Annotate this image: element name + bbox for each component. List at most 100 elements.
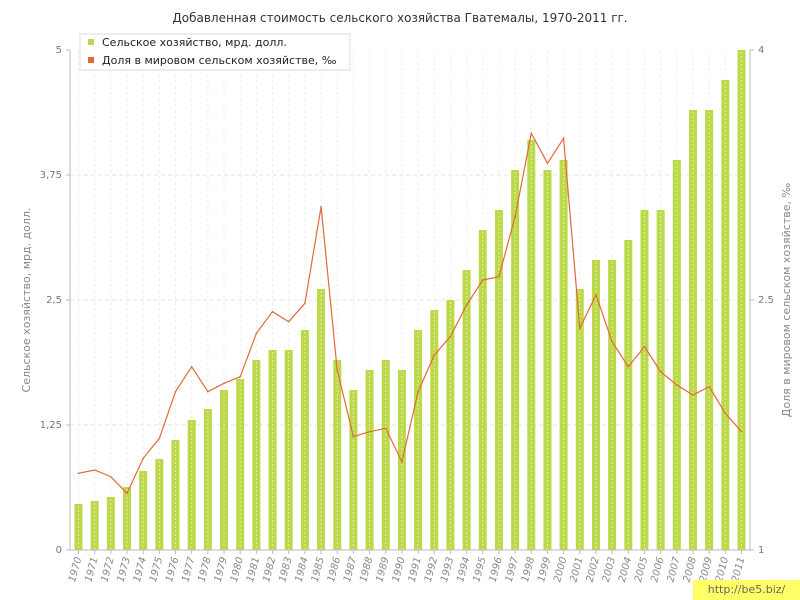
bar-series [74, 50, 746, 550]
line-point [368, 430, 371, 433]
legend-item-bars: Сельское хозяйство, мрд. долл. [102, 36, 287, 49]
line-point [384, 427, 387, 430]
bar [656, 210, 665, 550]
x-tick-label: 1994 [455, 556, 472, 583]
y2-tick-label: 4 [758, 45, 764, 56]
bar [333, 360, 342, 550]
x-tick-label: 2000 [552, 556, 569, 583]
bar [252, 360, 261, 550]
bar [155, 459, 164, 550]
x-tick-label: 1971 [83, 556, 100, 583]
x-tick-label: 1988 [358, 556, 375, 583]
line-point [740, 430, 743, 433]
x-tick-label: 1972 [100, 556, 117, 583]
line-point [255, 332, 258, 335]
x-tick-label: 1976 [164, 556, 181, 583]
x-tick-label: 1989 [374, 556, 391, 583]
bar [608, 260, 617, 550]
x-tick-label: 1981 [245, 556, 262, 583]
bar-fill [608, 260, 617, 550]
x-tick-label: 1980 [229, 556, 246, 583]
line-point [433, 354, 436, 356]
line-point [190, 365, 193, 368]
x-tick-label: 1975 [148, 556, 165, 583]
x-tick-label: 1995 [471, 556, 488, 583]
bar [284, 350, 293, 550]
legend: Сельское хозяйство, мрд. долл. Доля в ми… [79, 33, 351, 71]
line-point [692, 394, 694, 396]
line-point [611, 340, 613, 343]
bar [543, 170, 552, 550]
y2-tick-label: 1 [758, 545, 764, 556]
x-axis-ticks: 1970197119721973197419751976197719781979… [67, 550, 747, 583]
line-point [659, 370, 662, 373]
bar [349, 390, 358, 550]
bar [688, 110, 697, 550]
watermark[interactable]: http://be5.biz/ [693, 580, 800, 600]
bar [591, 260, 600, 550]
bar [220, 390, 229, 550]
legend-box [79, 33, 351, 71]
bar [624, 240, 633, 550]
bar [721, 80, 730, 550]
x-tick-label: 2002 [585, 556, 602, 583]
line-point [676, 384, 678, 386]
line-point [207, 390, 209, 393]
x-tick-label: 1979 [213, 556, 230, 583]
line-point [578, 327, 581, 330]
bar-fill [591, 260, 600, 550]
bar [236, 379, 245, 550]
line-point [595, 294, 597, 296]
x-tick-label: 1986 [326, 556, 343, 583]
line-point [304, 302, 306, 305]
y2-axis-ticks: 12.54 [750, 45, 774, 556]
bar [300, 330, 309, 550]
x-tick-label: 2001 [568, 556, 585, 583]
x-tick-label: 1992 [423, 556, 440, 583]
y2-axis-label: Доля в мировом сельском хозяйстве, ‰ [780, 183, 793, 418]
bar [446, 300, 455, 550]
x-tick-label: 1970 [67, 556, 84, 583]
x-tick-label: 2003 [601, 556, 618, 583]
line-point [481, 279, 484, 281]
line-point [546, 162, 549, 165]
bar-fill [236, 379, 245, 550]
bar [381, 360, 390, 550]
line-point [627, 365, 630, 368]
bar [640, 210, 649, 550]
bar [106, 497, 115, 550]
bar [268, 350, 277, 550]
x-tick-label: 2006 [649, 556, 666, 583]
line-point [465, 304, 468, 306]
bar [705, 110, 714, 550]
line-point [643, 345, 646, 348]
line-point [223, 382, 225, 385]
line-point [158, 437, 161, 440]
bar [171, 440, 180, 550]
bar-fill [90, 501, 99, 550]
bar [365, 370, 374, 550]
x-tick-label: 1998 [520, 556, 537, 583]
y-tick-label: 5 [56, 45, 62, 56]
bar-fill [527, 140, 536, 550]
line-point [142, 457, 144, 460]
bar [527, 140, 536, 550]
bar [559, 160, 568, 550]
line-point [174, 390, 177, 393]
x-tick-label: 1993 [439, 556, 456, 583]
x-tick-label: 1996 [488, 556, 505, 583]
bar [74, 504, 83, 550]
bar-fill [446, 300, 455, 550]
x-tick-label: 1990 [391, 556, 408, 583]
line-point [93, 469, 96, 471]
y-tick-label: 3,75 [40, 170, 62, 181]
x-tick-label: 2004 [617, 556, 634, 583]
x-tick-label: 2007 [666, 555, 683, 583]
y-axis-ticks: 0 1,25 2,5 3,75 5 [40, 45, 70, 556]
y-tick-label: 0 [56, 545, 62, 556]
line-point [401, 460, 403, 463]
bar [430, 310, 439, 550]
bar [737, 50, 746, 550]
line-point [449, 335, 452, 338]
